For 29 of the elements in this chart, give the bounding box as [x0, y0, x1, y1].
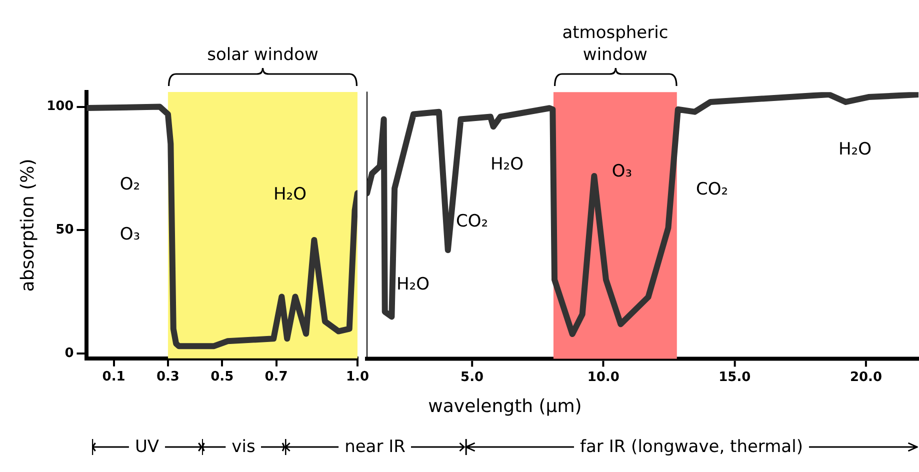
x-tick-label: 0.7 [264, 370, 288, 385]
text: vis [230, 437, 256, 457]
annotation: O₂ [120, 174, 140, 194]
y-axis-title: absorption (%) [17, 158, 38, 292]
y-tick-label: 100 [46, 99, 74, 114]
annotation: H₂O [490, 154, 524, 174]
x-tick-label: 10.0 [588, 370, 620, 385]
annotation: H₂O [274, 184, 306, 204]
annotation: O₃ [612, 162, 632, 182]
annotation: CO₂ [456, 212, 488, 232]
band-label: solar window [207, 44, 318, 65]
annotation: CO₂ [696, 180, 728, 200]
x-tick-label: 0.3 [156, 370, 180, 385]
x-tick-label: 0.5 [210, 370, 234, 385]
annotation: H₂O [838, 140, 872, 160]
y-tick-label: 50 [56, 222, 74, 238]
x-axis-title: wavelength (μm) [428, 396, 582, 417]
x-tick-label: 5.0 [461, 370, 484, 385]
text: far IR (longwave, thermal) [579, 437, 804, 457]
x-tick-label: 15.0 [719, 370, 752, 385]
y-tick-label: 0 [64, 346, 74, 361]
text: UV [134, 437, 160, 457]
annotation: O₃ [120, 224, 140, 244]
text: near IR [344, 437, 406, 457]
band-label: atmospheric window [562, 22, 669, 65]
annotation: H₂O [396, 274, 430, 294]
x-tick-label: 0.1 [102, 370, 126, 385]
x-tick-label: 1.0 [346, 370, 369, 385]
x-tick-label: 20.0 [850, 370, 882, 385]
